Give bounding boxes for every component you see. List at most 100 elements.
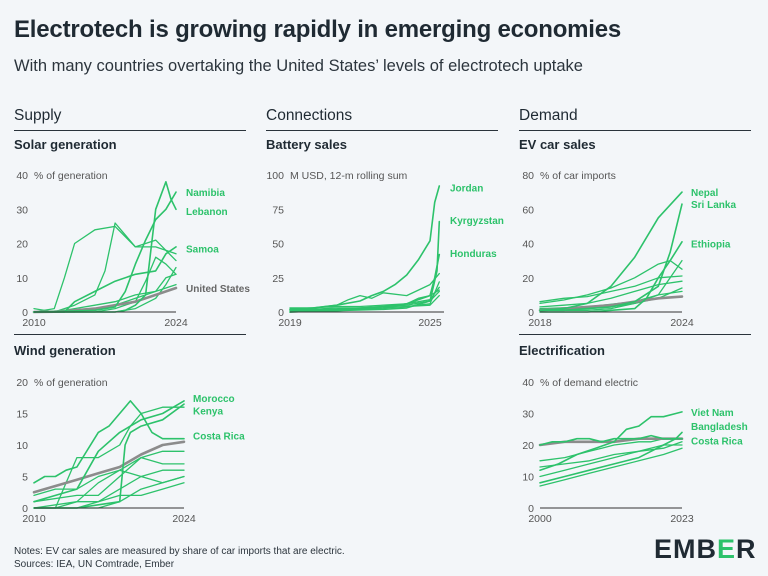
chart-solar: 0 10 20 30 40 % of generation 2010 2024 Namibia L… bbox=[16, 170, 250, 329]
column-heading-demand: Demand bbox=[519, 107, 578, 124]
series-end-label: Samoa bbox=[186, 245, 219, 256]
logo-letter: E bbox=[717, 534, 737, 564]
series-line-bangladesh bbox=[539, 431, 683, 484]
column-rule-connections bbox=[266, 130, 498, 131]
unit-label: % of demand electric bbox=[540, 377, 638, 389]
y-tick-label: 100 bbox=[266, 170, 284, 182]
x-tick-label: 2024 bbox=[670, 317, 694, 329]
subtitle: With many countries overtaking the Unite… bbox=[14, 57, 583, 75]
series-end-label: United States bbox=[186, 284, 250, 295]
series-end-label: Ethiopia bbox=[691, 240, 731, 251]
main-title: Electrotech is growing rapidly in emergi… bbox=[14, 16, 622, 43]
y-tick-label: 60 bbox=[522, 204, 534, 216]
series-line-other-2 bbox=[539, 441, 683, 478]
panel-title-solar: Solar generation bbox=[14, 137, 117, 152]
panel-title-ev: EV car sales bbox=[519, 137, 596, 152]
y-tick-label: 10 bbox=[16, 273, 28, 285]
y-tick-label: 40 bbox=[16, 170, 28, 182]
series-line-viet-nam bbox=[539, 411, 683, 471]
series-line-other-6 bbox=[33, 469, 185, 497]
y-tick-label: 20 bbox=[522, 273, 534, 285]
sources-text: Sources: IEA, UN Comtrade, Ember bbox=[14, 559, 175, 570]
series-end-label: Sri Lanka bbox=[691, 200, 736, 211]
series-end-label: Lebanon bbox=[186, 207, 228, 218]
x-tick-label: 2024 bbox=[164, 317, 188, 329]
y-tick-label: 30 bbox=[522, 409, 534, 421]
rule-electrification bbox=[519, 334, 751, 335]
unit-label: % of car imports bbox=[540, 170, 616, 182]
series-line-morocco bbox=[33, 400, 185, 503]
y-tick-label: 40 bbox=[522, 239, 534, 251]
y-tick-label: 0 bbox=[22, 307, 28, 319]
rule-wind bbox=[14, 334, 246, 335]
series-line-other-6 bbox=[539, 259, 683, 311]
y-tick-label: 10 bbox=[522, 472, 534, 484]
chart-electrification: 0 10 20 30 40 % of demand electric 2000 2023 Vie… bbox=[522, 377, 748, 525]
x-tick-label: 2018 bbox=[528, 317, 552, 329]
series-end-label: Namibia bbox=[186, 188, 225, 199]
logo-letter: E bbox=[654, 534, 674, 564]
chart-battery: 0 25 50 75 100 M USD, 12-m rolling sum 2019 202… bbox=[266, 170, 504, 329]
y-tick-label: 40 bbox=[522, 377, 534, 389]
series-line-other-6 bbox=[289, 294, 440, 310]
series-line-other-1 bbox=[33, 222, 177, 313]
notes-text: Notes: EV car sales are measured by shar… bbox=[14, 546, 345, 557]
series-end-label: Honduras bbox=[450, 249, 497, 260]
y-tick-label: 15 bbox=[16, 409, 28, 421]
series-end-label: Morocco bbox=[193, 394, 235, 405]
series-line-costa-rica bbox=[33, 400, 185, 484]
series-line-other-2 bbox=[33, 450, 185, 509]
y-tick-label: 5 bbox=[22, 472, 28, 484]
series-end-label: Jordan bbox=[450, 183, 483, 194]
x-tick-label: 2000 bbox=[528, 513, 552, 525]
y-tick-label: 0 bbox=[278, 307, 284, 319]
panel-title-electrification: Electrification bbox=[519, 343, 605, 358]
series-line-other-3 bbox=[33, 456, 185, 503]
y-tick-label: 30 bbox=[16, 204, 28, 216]
y-tick-label: 20 bbox=[16, 239, 28, 251]
logo-letter: R bbox=[736, 534, 757, 564]
series-line-ethiopia bbox=[539, 241, 683, 313]
series-line-samoa bbox=[33, 246, 177, 313]
unit-label: % of generation bbox=[34, 170, 108, 182]
series-end-label: Kyrgyzstan bbox=[450, 216, 504, 227]
series-line-kenya bbox=[33, 403, 185, 509]
unit-label: M USD, 12-m rolling sum bbox=[290, 170, 408, 182]
series-line-united-states bbox=[32, 440, 186, 494]
series-line-namibia bbox=[33, 191, 177, 313]
column-rule-demand bbox=[519, 130, 751, 131]
series-line-honduras bbox=[289, 253, 441, 313]
logo-letter: B bbox=[696, 534, 718, 564]
logo-letter: M bbox=[673, 534, 697, 564]
series-end-label: Costa Rica bbox=[193, 432, 245, 443]
footer-notes: Notes: EV car sales are measured by shar… bbox=[14, 545, 345, 571]
x-tick-label: 2025 bbox=[418, 317, 442, 329]
series-line-other-1 bbox=[539, 259, 683, 305]
y-tick-label: 0 bbox=[22, 503, 28, 515]
ember-logo: EMBER bbox=[654, 534, 757, 565]
y-tick-label: 0 bbox=[528, 307, 534, 319]
panel-title-wind: Wind generation bbox=[14, 343, 116, 358]
y-tick-label: 10 bbox=[16, 440, 28, 452]
column-rule-supply bbox=[14, 130, 246, 131]
x-tick-label: 2010 bbox=[22, 513, 46, 525]
column-heading-connections: Connections bbox=[266, 107, 353, 124]
series-end-label: Viet Nam bbox=[691, 408, 734, 419]
series-end-label: Bangladesh bbox=[691, 422, 748, 433]
series-line-other-2 bbox=[33, 225, 177, 313]
y-tick-label: 80 bbox=[522, 170, 534, 182]
series-line-other-1 bbox=[33, 406, 185, 509]
x-tick-label: 2019 bbox=[278, 317, 302, 329]
series-line-jordan bbox=[289, 185, 441, 311]
chart-ev: 0 20 40 60 80 % of car imports 2018 2024 NepalSr… bbox=[522, 170, 736, 329]
series-end-label: Kenya bbox=[193, 406, 223, 417]
column-heading-supply: Supply bbox=[14, 107, 62, 124]
series-end-label: Costa Rica bbox=[691, 436, 743, 447]
y-tick-label: 0 bbox=[528, 503, 534, 515]
x-tick-label: 2010 bbox=[22, 317, 46, 329]
unit-label: % of generation bbox=[34, 377, 108, 389]
series-end-label: Nepal bbox=[691, 188, 718, 199]
chart-wind: 0 5 10 15 20 % of generation 2010 2024 MoroccoKe… bbox=[16, 377, 245, 525]
y-tick-label: 20 bbox=[16, 377, 28, 389]
y-tick-label: 50 bbox=[272, 239, 284, 251]
